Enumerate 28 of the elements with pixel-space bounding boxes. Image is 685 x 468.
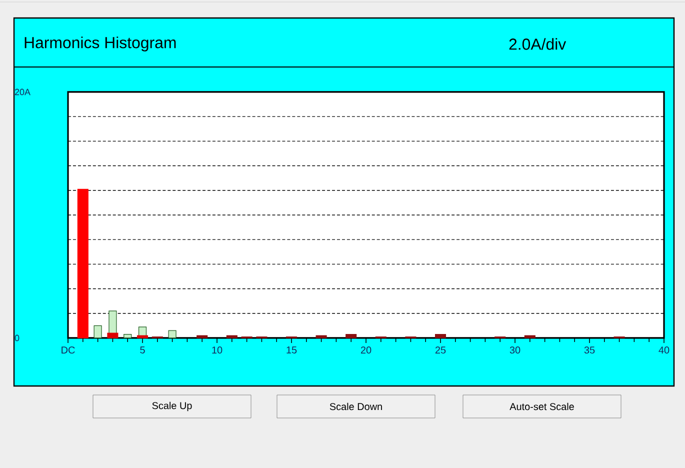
bar (107, 332, 118, 338)
bar (136, 335, 148, 338)
bar (316, 335, 327, 338)
y-tick-label: 20A (14, 88, 30, 96)
text: Scale Up (152, 402, 192, 412)
bar (77, 188, 88, 338)
x-tick-label: 40 (658, 346, 670, 354)
bar (346, 334, 357, 338)
x-tick-label: 35 (584, 346, 595, 354)
bar (168, 330, 176, 338)
x-tick-label: 30 (510, 346, 520, 354)
bar (434, 334, 446, 338)
x-tick-label: 20 (360, 346, 372, 354)
x-tick-label: 15 (286, 346, 297, 354)
bar (524, 335, 536, 338)
y-tick-label: 0 (14, 334, 20, 342)
x-tick-label: DC (62, 346, 75, 354)
x-tick-label: 10 (212, 346, 222, 354)
bar (196, 335, 208, 338)
chart-title: Harmonics Histogram (24, 36, 176, 52)
bar (124, 334, 132, 338)
x-tick-label: 5 (140, 346, 145, 354)
bar (226, 335, 238, 338)
bar (94, 325, 102, 338)
x-tick-label: 25 (435, 346, 446, 354)
text: Scale Down (330, 402, 382, 410)
chart-subtitle: 2.0A/div (509, 38, 566, 50)
text: Auto-set Scale (510, 402, 574, 410)
